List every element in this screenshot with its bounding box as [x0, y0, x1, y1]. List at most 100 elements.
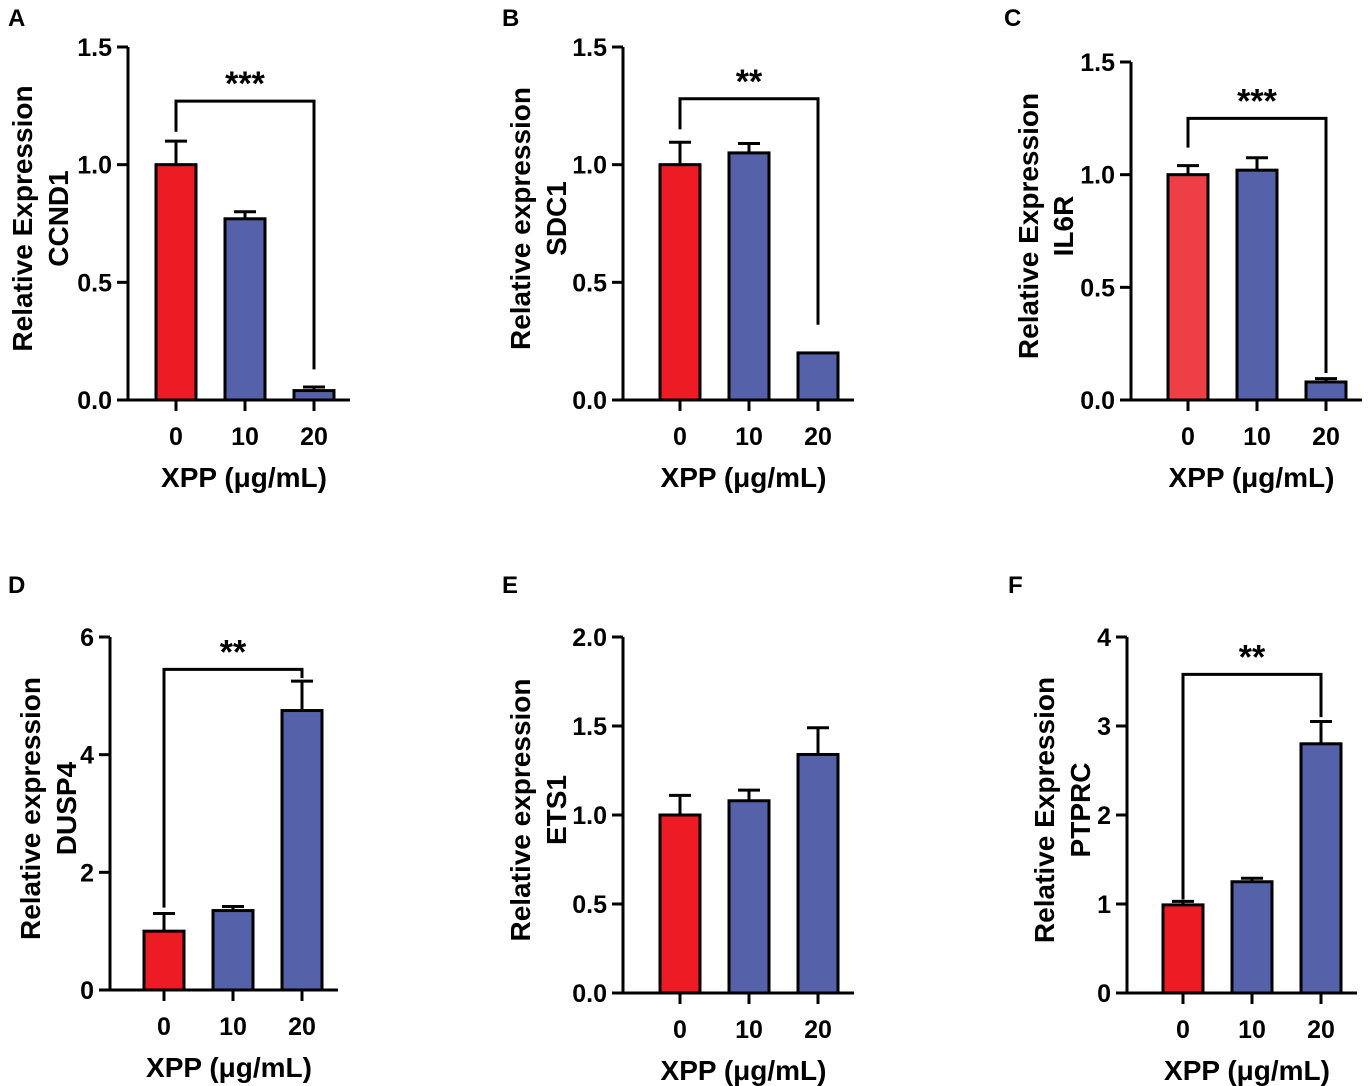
y-tick-label: 0.5 — [77, 269, 112, 297]
y-axis-label-line2: IL6R — [1048, 196, 1079, 257]
x-axis-label: XPP (μg/mL) — [1169, 462, 1335, 493]
panel-letter: C — [1004, 5, 1021, 32]
x-axis-label: XPP (μg/mL) — [661, 462, 827, 493]
panel-letter: E — [502, 572, 518, 599]
y-tick-label: 0.0 — [77, 387, 112, 415]
x-axis-label: XPP (μg/mL) — [161, 462, 327, 493]
y-tick-label: 1.0 — [572, 152, 607, 180]
y-tick-label: 0.0 — [572, 980, 607, 1008]
y-tick-label: 0.0 — [1080, 387, 1115, 415]
bar-0 — [1161, 903, 1205, 995]
x-tick-label: 0 — [1181, 423, 1195, 451]
x-tick-label: 20 — [804, 1016, 832, 1044]
x-tick-label: 10 — [735, 1016, 763, 1044]
y-tick-label: 0 — [80, 977, 94, 1005]
significance-label: ** — [220, 633, 247, 671]
x-axis-label: XPP (μg/mL) — [661, 1055, 827, 1086]
x-tick-label: 20 — [804, 423, 832, 451]
bar-0 — [658, 813, 702, 995]
y-tick-label: 0.0 — [572, 387, 607, 415]
y-axis-label-line1: Relative Expression — [1013, 93, 1044, 359]
panel-letter: B — [502, 5, 519, 32]
bar-20 — [796, 752, 840, 995]
y-axis-label-line1: Relative expression — [505, 87, 536, 350]
panel-f: F 0 1 2 3 4 0 10 20 XPP (μg/mL) Relative Expressio… — [1008, 572, 1357, 1086]
bar-10 — [1235, 168, 1279, 402]
bar-10 — [727, 799, 771, 995]
x-tick-label: 20 — [1312, 423, 1340, 451]
bar-20 — [280, 709, 324, 992]
y-tick-label: 2 — [80, 859, 94, 887]
x-tick-label: 10 — [1243, 423, 1271, 451]
y-axis-label-line1: Relative Expression — [1029, 677, 1060, 943]
panel-letter: A — [8, 5, 25, 32]
y-axis-label-line2: PTPRC — [1065, 763, 1096, 858]
y-tick-label: 1.5 — [572, 34, 607, 62]
x-tick-label: 20 — [300, 423, 328, 451]
significance-label: ** — [1239, 638, 1266, 676]
y-axis-label-line2: ETS1 — [541, 775, 572, 845]
y-axis-label-line1: Relative Expression — [7, 85, 38, 351]
y-tick-label: 1.0 — [572, 802, 607, 830]
y-axis-label-line1: Relative expression — [15, 677, 46, 940]
bar-0 — [154, 163, 198, 402]
bar-0 — [1166, 173, 1210, 402]
panel-e: E 0.0 0.5 1.0 1.5 2.0 0 10 20 XPP (μg/mL) Relative… — [502, 572, 854, 1086]
bar-0 — [658, 163, 702, 402]
bar-20 — [292, 389, 336, 402]
y-tick-label: 4 — [1097, 624, 1111, 652]
x-tick-label: 10 — [735, 423, 763, 451]
significance-bracket — [678, 97, 820, 325]
significance-label: *** — [1237, 82, 1277, 120]
significance-label: ** — [736, 63, 763, 101]
y-tick-label: 4 — [80, 742, 94, 770]
y-tick-label: 6 — [80, 624, 94, 652]
x-axis-label: XPP (μg/mL) — [1164, 1055, 1330, 1086]
y-tick-label: 2 — [1097, 802, 1111, 830]
y-tick-label: 0.5 — [1080, 274, 1115, 302]
x-tick-label: 10 — [219, 1013, 247, 1041]
bar-20 — [1304, 380, 1348, 402]
panel-c: C 0.0 0.5 1.0 1.5 0 10 20 XPP (μg/mL) Relative Ex… — [1004, 5, 1362, 493]
y-axis-label-line2: SDC1 — [541, 181, 572, 256]
panel-letter: F — [1008, 572, 1023, 599]
y-tick-label: 1.0 — [77, 152, 112, 180]
x-tick-label: 10 — [1238, 1016, 1266, 1044]
panel-d: D 0 2 4 6 0 10 20 XPP (μg/mL) Relative expression… — [8, 572, 338, 1083]
y-tick-label: 1.5 — [1080, 49, 1115, 77]
bar-10 — [1230, 880, 1274, 995]
bar-10 — [211, 909, 255, 992]
significance-label: *** — [225, 65, 265, 103]
bar-20 — [1299, 742, 1343, 995]
y-axis-label-line2: DUSP4 — [51, 761, 82, 855]
y-axis-label-line1: Relative expression — [505, 678, 536, 941]
y-tick-label: 0.5 — [572, 891, 607, 919]
y-tick-label: 3 — [1097, 713, 1111, 741]
x-tick-label: 0 — [673, 423, 687, 451]
y-tick-label: 1 — [1097, 891, 1111, 919]
x-tick-label: 0 — [1176, 1016, 1190, 1044]
significance-bracket — [1181, 672, 1323, 900]
x-tick-label: 20 — [288, 1013, 316, 1041]
significance-bracket — [1186, 116, 1328, 373]
bar-0 — [142, 929, 186, 992]
panel-b: B 0.0 0.5 1.0 1.5 0 10 20 XPP (μg/mL) Relative ex… — [502, 5, 854, 493]
significance-bracket — [162, 667, 304, 908]
panel-letter: D — [8, 572, 25, 599]
x-tick-label: 0 — [157, 1013, 171, 1041]
x-tick-label: 0 — [673, 1016, 687, 1044]
bar-10 — [727, 151, 771, 402]
y-tick-label: 0.5 — [572, 269, 607, 297]
bar-20 — [796, 351, 840, 402]
y-axis-label-line2: CCND1 — [43, 170, 74, 266]
x-tick-label: 0 — [169, 423, 183, 451]
y-tick-label: 1.5 — [572, 713, 607, 741]
x-tick-label: 20 — [1307, 1016, 1335, 1044]
y-tick-label: 1.0 — [1080, 162, 1115, 190]
y-tick-label: 2.0 — [572, 624, 607, 652]
y-tick-label: 0 — [1097, 980, 1111, 1008]
y-tick-label: 1.5 — [77, 34, 112, 62]
panel-a: A 0.0 0.5 1.0 1.5 0 10 20 XPP (μg/mL) Relative Ex… — [7, 5, 350, 493]
